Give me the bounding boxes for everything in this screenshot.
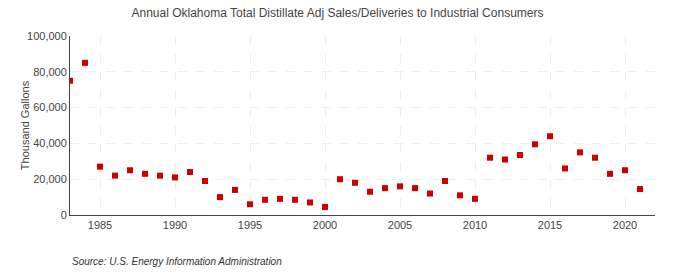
svg-text:60,000: 60,000: [33, 101, 67, 113]
svg-text:40,000: 40,000: [33, 137, 67, 149]
svg-text:0: 0: [61, 209, 67, 221]
svg-text:2005: 2005: [388, 219, 412, 231]
svg-text:2010: 2010: [463, 219, 487, 231]
svg-text:1995: 1995: [238, 219, 262, 231]
svg-text:20,000: 20,000: [33, 173, 67, 185]
svg-text:80,000: 80,000: [33, 66, 67, 78]
svg-text:Annual Oklahoma Total Distilla: Annual Oklahoma Total Distillate Adj Sal…: [132, 6, 544, 20]
svg-text:1985: 1985: [88, 219, 112, 231]
svg-text:1990: 1990: [163, 219, 187, 231]
svg-text:2015: 2015: [538, 219, 562, 231]
svg-text:2000: 2000: [313, 219, 337, 231]
svg-text:100,000: 100,000: [27, 30, 67, 42]
svg-text:Source: U.S. Energy Informatio: Source: U.S. Energy Information Administ…: [72, 256, 282, 267]
svg-text:Thousand Gallons: Thousand Gallons: [19, 80, 31, 170]
svg-text:2020: 2020: [613, 219, 637, 231]
